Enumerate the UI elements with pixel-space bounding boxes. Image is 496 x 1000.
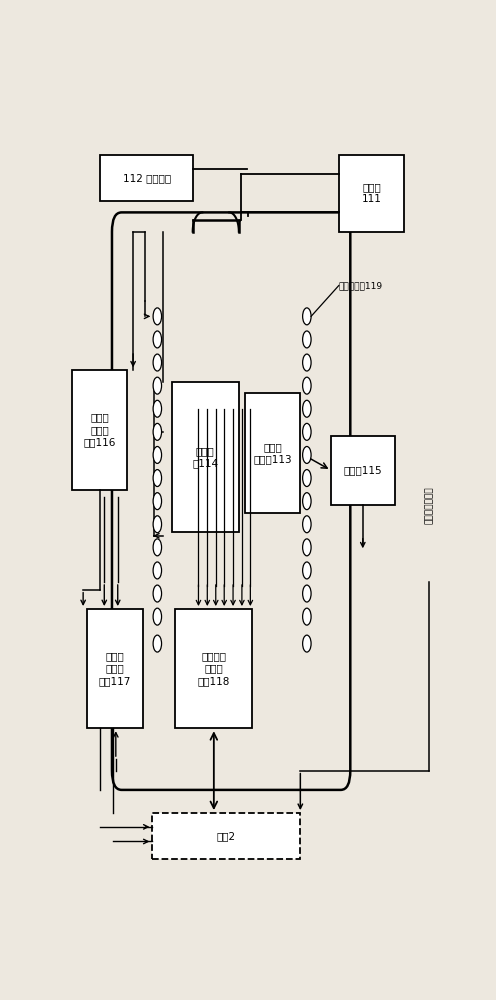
Text: 置样架固定装置: 置样架固定装置 [425, 486, 434, 524]
FancyBboxPatch shape [71, 370, 127, 490]
Text: 第一温
度控制
系统116: 第一温 度控制 系统116 [83, 413, 116, 447]
Text: 电流源115: 电流源115 [344, 465, 382, 475]
Circle shape [303, 516, 311, 533]
FancyBboxPatch shape [100, 155, 192, 201]
Circle shape [303, 423, 311, 440]
Circle shape [153, 539, 162, 556]
Circle shape [303, 400, 311, 417]
FancyBboxPatch shape [331, 436, 394, 505]
Circle shape [303, 608, 311, 625]
Circle shape [303, 585, 311, 602]
Circle shape [153, 635, 162, 652]
FancyBboxPatch shape [176, 609, 252, 728]
FancyBboxPatch shape [87, 609, 143, 728]
Circle shape [303, 493, 311, 510]
Circle shape [153, 585, 162, 602]
Circle shape [303, 539, 311, 556]
Circle shape [153, 331, 162, 348]
FancyBboxPatch shape [339, 155, 404, 232]
Text: 加热管导线119: 加热管导线119 [339, 281, 383, 290]
Circle shape [153, 516, 162, 533]
Circle shape [153, 470, 162, 487]
Circle shape [303, 562, 311, 579]
Circle shape [153, 562, 162, 579]
Text: 真空泵
111: 真空泵 111 [362, 182, 381, 204]
Circle shape [303, 377, 311, 394]
FancyBboxPatch shape [172, 382, 239, 532]
FancyBboxPatch shape [245, 393, 301, 513]
Text: 石英管
加热器113: 石英管 加热器113 [253, 442, 292, 464]
Circle shape [153, 446, 162, 463]
Text: 数据采集
和处理
系统118: 数据采集 和处理 系统118 [197, 651, 230, 686]
Text: 第二温
度控制
系统117: 第二温 度控制 系统117 [99, 651, 131, 686]
Circle shape [153, 423, 162, 440]
Text: 样品夹
具114: 样品夹 具114 [192, 446, 218, 468]
Circle shape [303, 470, 311, 487]
Circle shape [153, 493, 162, 510]
Text: 接口2: 接口2 [217, 831, 236, 841]
Circle shape [303, 331, 311, 348]
Circle shape [303, 354, 311, 371]
Circle shape [153, 377, 162, 394]
Circle shape [303, 308, 311, 325]
Circle shape [153, 354, 162, 371]
Circle shape [303, 446, 311, 463]
FancyBboxPatch shape [152, 813, 301, 859]
Circle shape [153, 608, 162, 625]
Circle shape [303, 635, 311, 652]
Circle shape [153, 400, 162, 417]
Text: 112 激光光源: 112 激光光源 [123, 173, 171, 183]
Circle shape [153, 308, 162, 325]
